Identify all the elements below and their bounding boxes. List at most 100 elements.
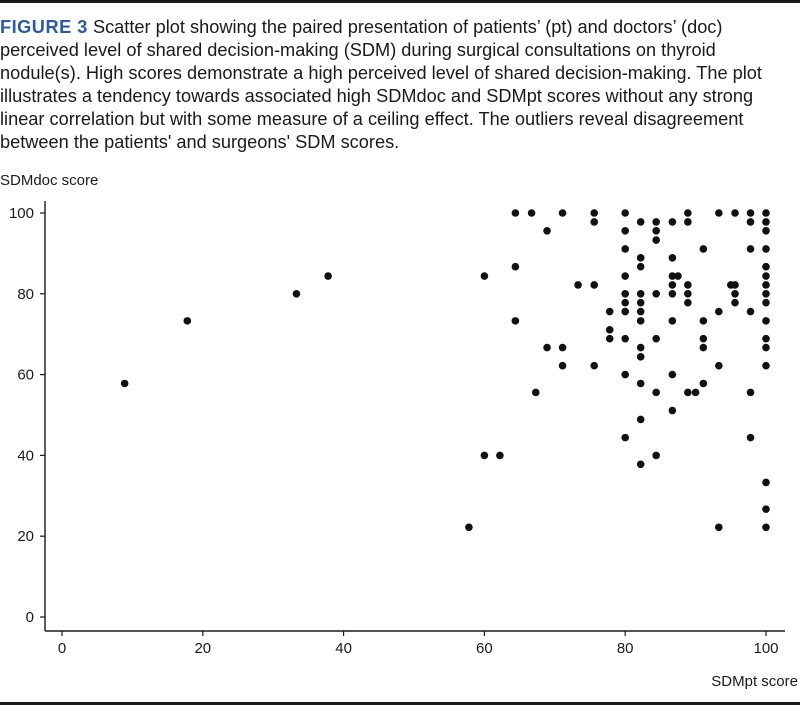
scatter-point: [762, 361, 770, 370]
scatter-point: [480, 451, 489, 460]
scatter-point: [762, 334, 770, 343]
scatter-point: [621, 334, 629, 343]
scatter-point: [684, 388, 692, 397]
scatter-point: [324, 272, 332, 280]
scatter-point: [605, 325, 614, 334]
scatter-point: [746, 307, 755, 316]
y-tick-label: 100: [9, 205, 34, 222]
scatter-point: [621, 290, 629, 298]
scatter-point: [762, 209, 770, 217]
scatter-point: [684, 218, 692, 226]
scatter-point: [731, 281, 739, 289]
figure-label: FIGURE 3: [0, 17, 88, 37]
scatter-point: [543, 343, 551, 352]
scatter-point: [668, 218, 677, 226]
scatter-point: [636, 307, 645, 316]
scatter-point: [746, 433, 755, 442]
scatter-point: [699, 317, 708, 325]
scatter-point: [762, 272, 770, 280]
scatter-point: [731, 209, 739, 217]
scatter-point: [746, 209, 755, 217]
scatter-point: [636, 379, 645, 388]
scatter-point: [699, 334, 708, 343]
scatter-point: [762, 218, 770, 226]
scatter-point: [652, 290, 660, 298]
scatter-point: [558, 361, 567, 370]
scatter-point: [605, 334, 614, 343]
data-points: [120, 209, 770, 532]
scatter-point: [762, 505, 770, 513]
scatter-point: [715, 361, 723, 370]
scatter-point: [511, 317, 520, 325]
y-ticks: 0 20 40 60 80 100: [9, 205, 45, 626]
bottom-rule: [0, 702, 800, 705]
x-tick-label: 0: [58, 640, 66, 657]
scatter-point: [636, 262, 645, 271]
x-tick-label: 60: [476, 640, 493, 657]
scatter-point: [762, 281, 770, 289]
figure-caption-text: Scatter plot showing the paired presenta…: [0, 17, 762, 152]
scatter-point: [636, 415, 645, 424]
figure-caption: FIGURE 3 Scatter plot showing the paired…: [0, 16, 800, 154]
scatter-point: [590, 218, 599, 226]
scatter-point: [480, 272, 489, 280]
scatter-point: [731, 298, 739, 307]
scatter-point: [590, 361, 599, 370]
y-tick-label: 80: [17, 286, 34, 303]
scatter-point: [684, 298, 692, 307]
scatter-point: [715, 523, 723, 532]
scatter-point: [636, 298, 645, 307]
scatter-point: [674, 272, 682, 280]
scatter-point: [762, 478, 770, 487]
scatter-point: [590, 209, 599, 217]
scatter-point: [684, 290, 692, 298]
scatter-point: [636, 290, 645, 298]
x-axis-label: SDMpt score: [711, 673, 798, 690]
scatter-point: [621, 226, 629, 235]
scatter-point: [762, 245, 770, 253]
scatter-point: [715, 307, 723, 316]
scatter-point: [574, 281, 582, 289]
scatter-point: [762, 523, 770, 532]
scatter-point: [636, 460, 645, 469]
scatter-point: [668, 281, 677, 289]
scatter-point: [511, 209, 520, 217]
scatter-point: [511, 262, 520, 271]
scatter-point: [292, 290, 301, 298]
scatter-point: [605, 307, 614, 316]
scatter-point: [652, 388, 660, 397]
y-tick-label: 20: [17, 528, 34, 545]
y-tick-label: 60: [17, 367, 34, 384]
x-tick-label: 80: [617, 640, 634, 657]
scatter-point: [465, 523, 473, 532]
scatter-point: [183, 317, 192, 325]
scatter-point: [731, 290, 739, 298]
scatter-point: [699, 379, 708, 388]
scatter-point: [762, 298, 770, 307]
scatter-point: [636, 317, 645, 325]
y-tick-label: 40: [17, 447, 34, 464]
scatter-point: [652, 451, 660, 460]
scatter-point: [652, 236, 660, 244]
scatter-point: [636, 254, 645, 262]
y-tick-label: 0: [26, 609, 34, 626]
scatter-point: [120, 379, 129, 388]
scatter-point: [636, 343, 645, 352]
scatter-point: [762, 290, 770, 298]
scatter-point: [762, 317, 770, 325]
scatter-point: [531, 388, 540, 397]
scatter-point: [621, 370, 629, 379]
scatter-point: [746, 245, 755, 253]
scatter-point: [590, 281, 599, 289]
scatter-chart: SDMdoc score SDMpt score 0 20 40 60 80 100 0 2…: [0, 172, 798, 690]
scatter-point: [668, 272, 677, 280]
scatter-point: [691, 388, 700, 397]
x-tick-label: 20: [194, 640, 211, 657]
x-tick-label: 100: [753, 640, 778, 657]
scatter-point: [652, 218, 660, 226]
scatter-point: [652, 334, 660, 343]
scatter-point: [496, 451, 504, 460]
scatter-point: [684, 209, 692, 217]
top-rule: [0, 0, 800, 3]
scatter-point: [668, 290, 677, 298]
